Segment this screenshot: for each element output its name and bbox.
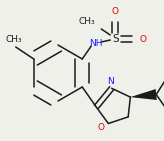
Polygon shape <box>130 89 157 100</box>
Text: CH₃: CH₃ <box>5 36 22 45</box>
Text: NH: NH <box>90 38 103 48</box>
Text: O: O <box>140 35 147 44</box>
Text: N: N <box>107 77 114 86</box>
Text: S: S <box>112 34 119 44</box>
Text: O: O <box>112 6 119 16</box>
Text: CH₃: CH₃ <box>79 16 96 26</box>
Text: O: O <box>98 123 105 132</box>
